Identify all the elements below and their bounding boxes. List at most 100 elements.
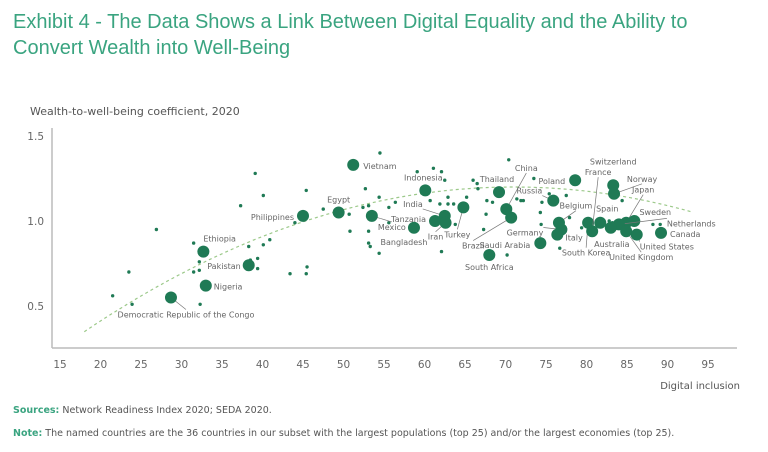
x-tick-label: 50	[337, 359, 350, 371]
country-point-small	[446, 195, 450, 199]
country-point-small	[377, 251, 381, 255]
country-point-pakistan	[242, 259, 255, 272]
country-point-sweden	[628, 215, 641, 227]
country-point-bangladesh	[407, 221, 420, 234]
country-point-thailand	[493, 186, 506, 199]
leader-line-china	[506, 172, 527, 210]
country-point-small	[481, 227, 486, 232]
country-point-small	[651, 222, 655, 227]
country-label-spain: Spain	[596, 205, 618, 214]
x-tick-label: 35	[215, 359, 228, 371]
country-point-small	[507, 158, 511, 162]
x-tick-label: 85	[620, 359, 633, 371]
note-text: The named countries are the 36 countries…	[42, 428, 675, 439]
country-point-small	[464, 195, 469, 199]
country-point-ethiopia	[197, 245, 210, 258]
y-tick-label: 0.5	[27, 301, 44, 313]
country-label-switzerland: Switzerland	[590, 157, 637, 166]
country-label-philippines: Philippines	[251, 213, 294, 222]
country-point-small	[321, 207, 325, 211]
country-label-canada: Canada	[670, 230, 701, 239]
country-label-netherlands: Netherlands	[667, 219, 716, 228]
country-point-small	[539, 222, 543, 227]
country-point-small	[366, 241, 371, 245]
country-point-united-kingdom	[620, 225, 633, 238]
country-point-small	[304, 272, 308, 276]
country-label-japan: Japan	[631, 186, 654, 195]
country-point-small	[348, 229, 352, 233]
country-label-nigeria: Nigeria	[214, 283, 243, 292]
country-point-small	[451, 202, 456, 206]
country-point-small	[347, 212, 351, 216]
x-tick-label: 55	[377, 359, 390, 371]
country-label-italy: Italy	[565, 234, 583, 243]
country-point-belgium	[552, 216, 565, 229]
country-point-small	[197, 268, 202, 272]
leader-line-brazil	[472, 217, 512, 241]
country-point-small	[538, 210, 543, 215]
x-tick-label: 30	[175, 359, 188, 371]
country-point-small	[431, 166, 436, 170]
country-point-small	[293, 221, 297, 225]
country-point-small	[415, 170, 419, 174]
country-point-small	[261, 243, 266, 247]
country-point-small	[443, 178, 447, 182]
country-label-pakistan: Pakistan	[207, 262, 241, 271]
country-label-democratic-republic-of-the-congo: Democratic Republic of the Congo	[118, 311, 255, 320]
country-point-small	[558, 246, 562, 250]
x-tick-label: 70	[499, 359, 512, 371]
country-label-china: China	[515, 164, 538, 173]
country-point-small	[305, 265, 309, 269]
x-tick-label: 60	[418, 359, 431, 371]
country-point-small	[238, 204, 243, 208]
x-tick-label: 15	[53, 359, 66, 371]
country-point-small	[377, 195, 381, 199]
country-label-saudi-arabia: Saudi Arabia	[480, 241, 531, 250]
country-point-small	[378, 151, 382, 155]
country-point-small	[191, 241, 196, 245]
country-label-united-states: United States	[640, 243, 694, 252]
country-label-norway: Norway	[627, 175, 658, 184]
country-point-small	[540, 200, 544, 204]
country-point-indonesia	[419, 184, 432, 197]
country-point-nigeria	[199, 279, 212, 292]
country-label-brazil: Brazil	[462, 242, 484, 251]
country-point-small	[579, 226, 584, 230]
country-point-democratic-republic-of-the-congo	[164, 291, 177, 304]
country-label-poland: Poland	[538, 177, 565, 186]
x-tick-label: 20	[94, 359, 107, 371]
country-label-indonesia: Indonesia	[404, 173, 443, 182]
country-point-small	[247, 244, 251, 249]
x-tick-label: 45	[296, 359, 309, 371]
country-point-small	[191, 270, 196, 274]
country-point-small	[521, 198, 526, 203]
country-point-philippines	[297, 209, 309, 222]
country-point-small	[130, 302, 134, 306]
country-point-france	[586, 225, 599, 238]
country-point-small	[110, 294, 115, 298]
country-point-small	[567, 215, 572, 220]
country-label-south-korea: South Korea	[562, 249, 611, 258]
country-point-small	[446, 202, 450, 206]
country-point-small	[393, 200, 398, 204]
country-point-small	[288, 272, 292, 276]
country-label-sweden: Sweden	[639, 208, 671, 217]
country-point-small	[366, 229, 371, 233]
country-point-small	[154, 227, 159, 232]
country-label-ethiopia: Ethiopia	[203, 235, 236, 244]
country-label-mexico: Mexico	[378, 223, 406, 232]
x-tick-label: 65	[458, 359, 471, 371]
x-tick-label: 90	[661, 359, 674, 371]
country-point-vietnam	[347, 158, 360, 171]
country-point-small	[515, 197, 519, 201]
country-point-iran	[439, 216, 452, 229]
country-label-tanzania: Tanzania	[390, 215, 426, 224]
country-point-turkey	[457, 201, 470, 214]
country-point-tanzania	[429, 215, 442, 227]
country-point-norway	[608, 187, 621, 200]
country-point-small	[197, 260, 202, 264]
y-tick-label: 1.5	[27, 131, 44, 143]
country-label-united-kingdom: United Kingdom	[609, 253, 673, 262]
country-label-germany: Germany	[507, 229, 544, 238]
